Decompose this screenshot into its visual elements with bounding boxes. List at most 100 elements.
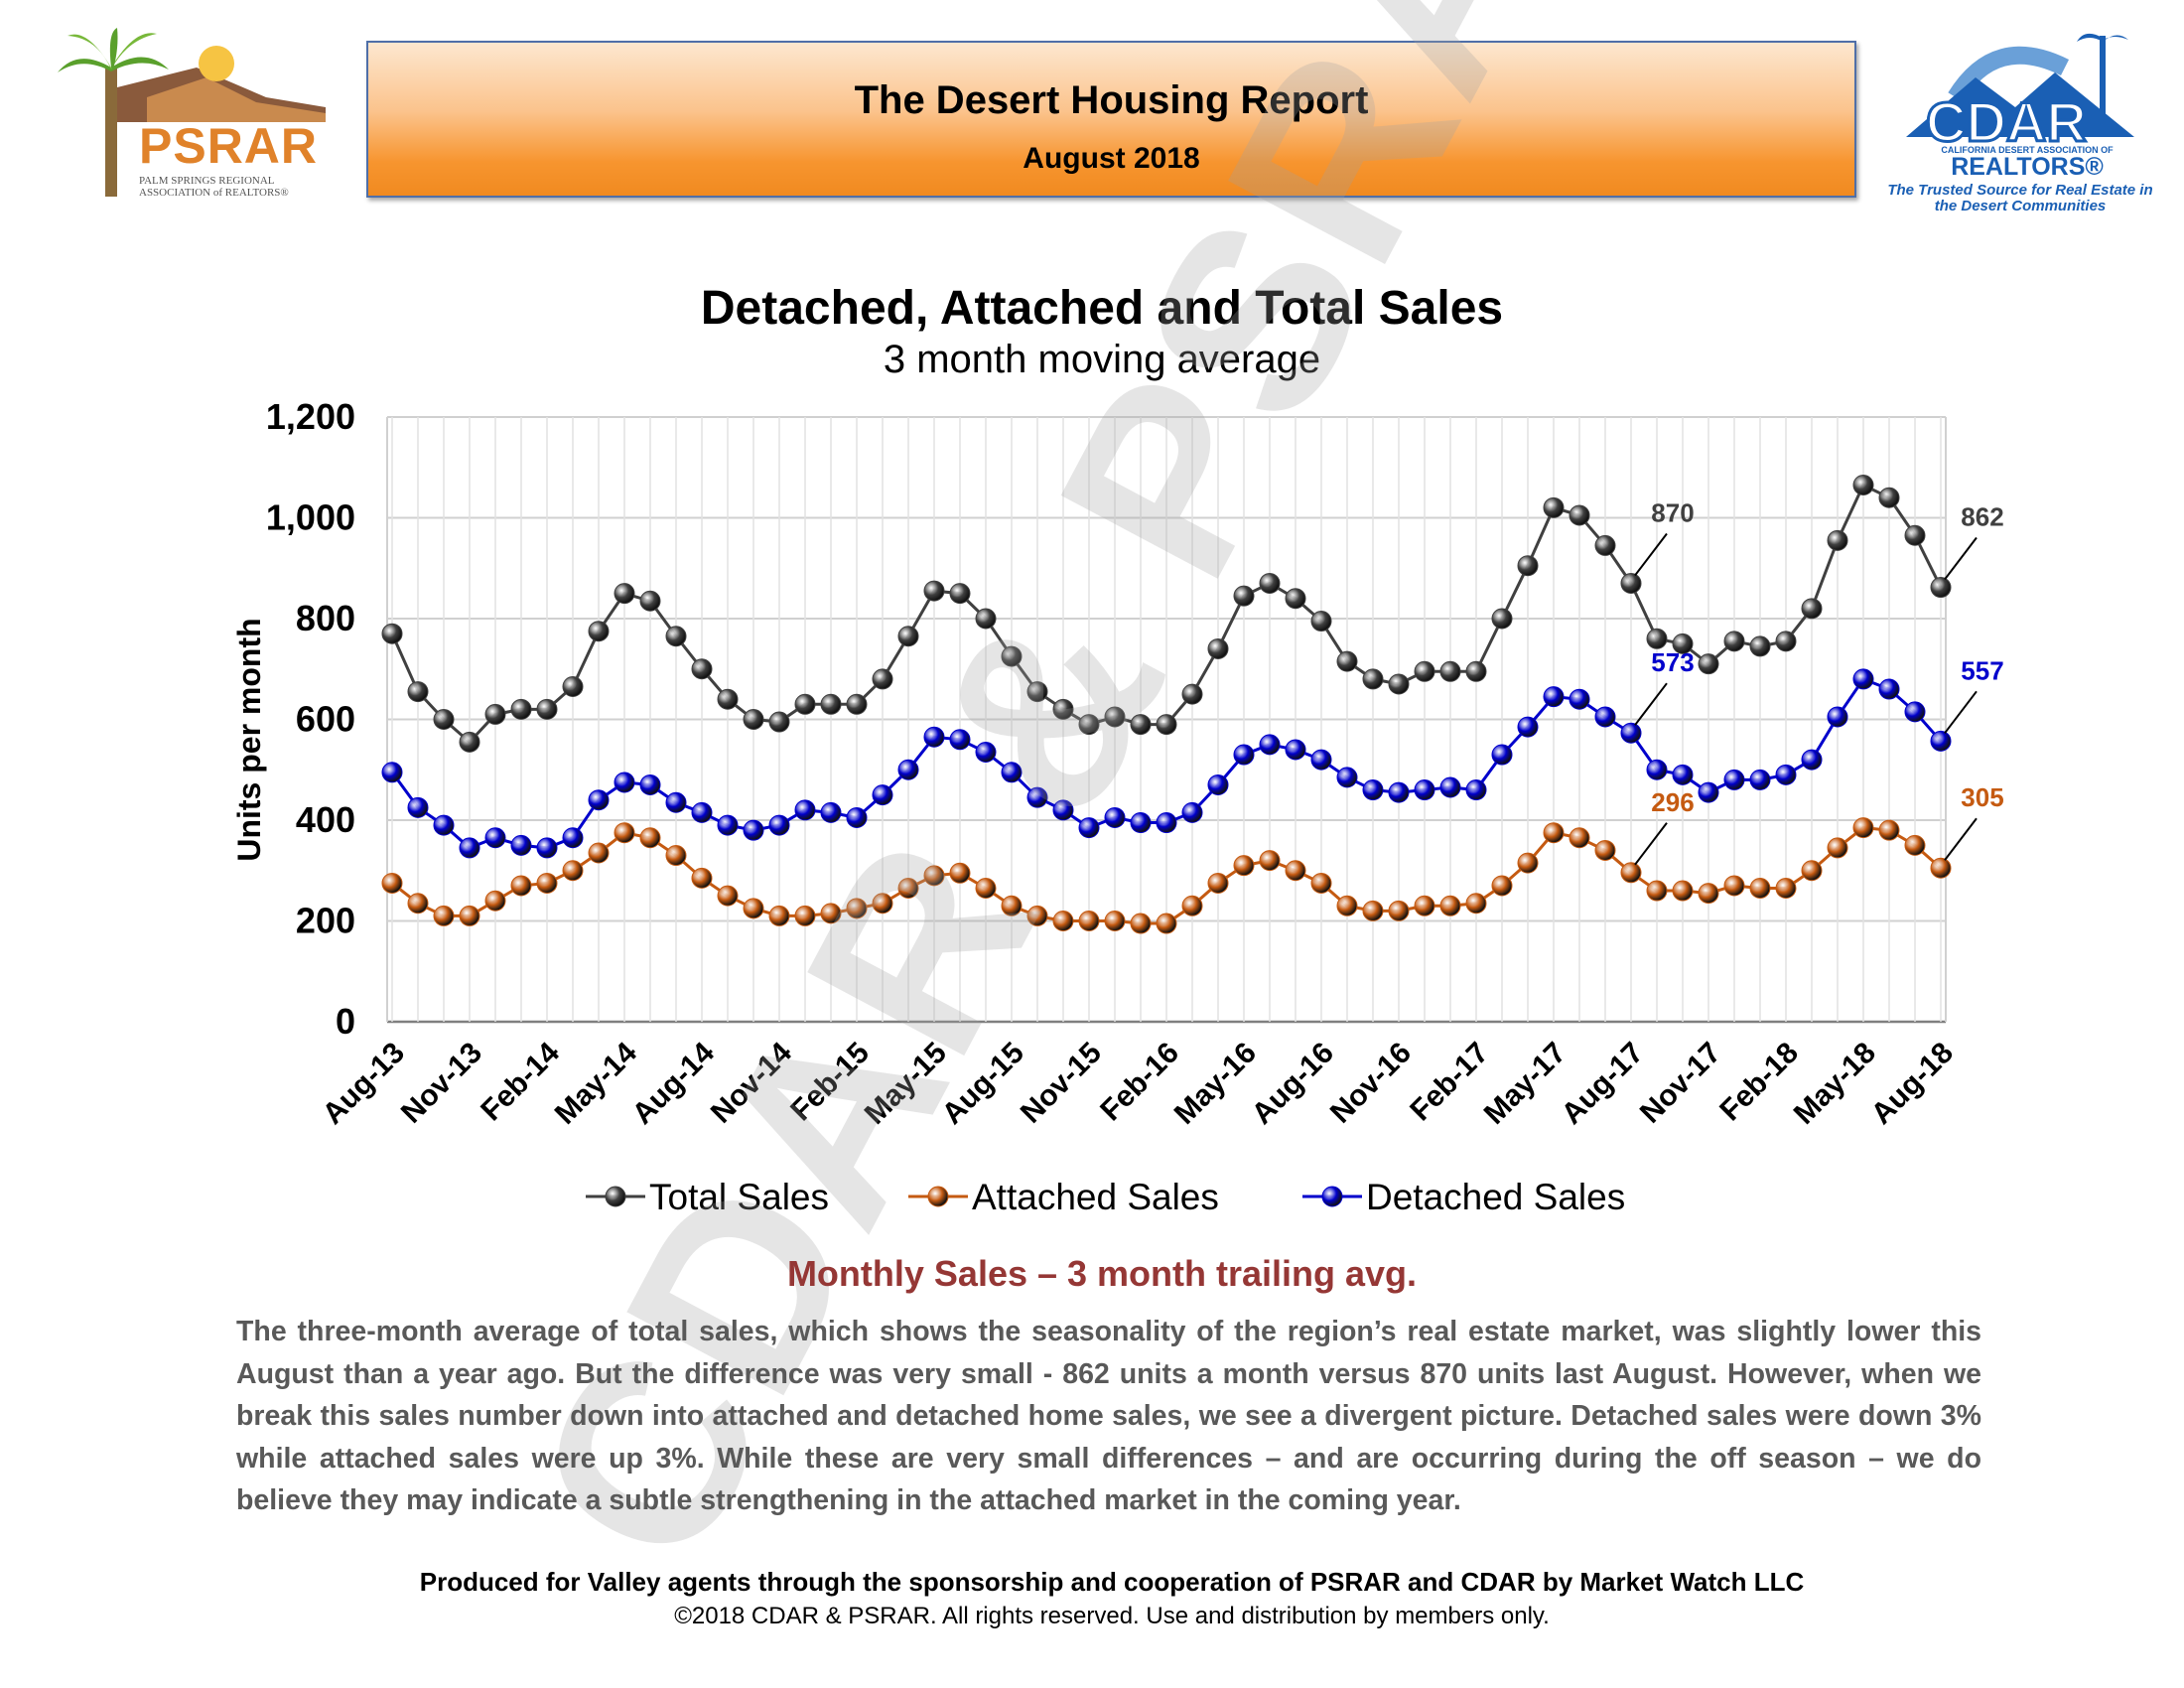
- data-point: [1775, 631, 1797, 652]
- data-point: [949, 729, 971, 751]
- data-point: [1310, 611, 1332, 633]
- data-point: [665, 626, 687, 647]
- data-point: [975, 608, 997, 630]
- data-point: [1259, 572, 1281, 594]
- data-point: [1491, 744, 1513, 766]
- data-point: [1414, 779, 1435, 801]
- data-point: [484, 703, 506, 725]
- data-point: [1052, 799, 1074, 821]
- data-point: [768, 905, 790, 926]
- data-point: [1156, 812, 1177, 834]
- data-point: [1904, 834, 1926, 856]
- data-point: [1001, 645, 1023, 667]
- x-tick-label: Feb-16: [1094, 1037, 1185, 1128]
- data-point: [846, 806, 868, 828]
- data-point: [407, 681, 429, 703]
- data-label: 557: [1961, 655, 2003, 685]
- data-point: [1104, 911, 1126, 931]
- data-point: [1827, 529, 1848, 551]
- data-point: [639, 774, 661, 795]
- data-point: [1439, 776, 1461, 798]
- data-point: [1439, 895, 1461, 916]
- data-point: [1749, 769, 1771, 790]
- annotation-leader: [1944, 690, 1978, 734]
- data-point: [1078, 911, 1100, 931]
- data-point: [381, 762, 403, 783]
- data-point: [1310, 872, 1332, 894]
- data-point: [1414, 895, 1435, 916]
- y-tick-label: 0: [336, 1001, 355, 1042]
- data-point: [1594, 839, 1616, 861]
- data-point: [1181, 801, 1203, 823]
- data-point: [1491, 875, 1513, 897]
- data-point: [1801, 749, 1823, 771]
- data-point: [1336, 650, 1358, 672]
- data-point: [562, 860, 584, 882]
- data-point: [1414, 660, 1435, 682]
- x-tick-label: Aug-13: [317, 1037, 411, 1131]
- data-point: [691, 867, 713, 889]
- data-point: [1852, 668, 1874, 690]
- data-point: [1749, 878, 1771, 900]
- data-point: [1594, 706, 1616, 728]
- data-point: [1852, 817, 1874, 839]
- data-point: [1181, 895, 1203, 916]
- data-point: [872, 784, 893, 806]
- data-point: [1672, 633, 1694, 654]
- data-annotations: 870 862 573 557 296 305: [1634, 497, 2004, 866]
- data-point: [872, 668, 893, 690]
- y-tick-label: 600: [296, 699, 355, 740]
- x-tick-label: May-18: [1788, 1037, 1882, 1131]
- data-point: [484, 890, 506, 912]
- data-point: [1336, 767, 1358, 788]
- data-point: [1569, 827, 1590, 849]
- report-title: The Desert Housing Report: [854, 78, 1369, 122]
- data-label: 870: [1651, 497, 1694, 527]
- legend-label: Detached Sales: [1366, 1177, 1625, 1217]
- data-point: [1156, 913, 1177, 934]
- data-point: [614, 822, 635, 844]
- data-point: [897, 878, 919, 900]
- data-point: [691, 658, 713, 680]
- data-point: [1233, 744, 1255, 766]
- data-point: [1723, 875, 1745, 897]
- data-point: [1181, 683, 1203, 705]
- x-tick-label: May-14: [549, 1036, 643, 1130]
- data-label: 305: [1961, 782, 2003, 812]
- data-point: [1491, 608, 1513, 630]
- x-tick-label: Feb-17: [1404, 1037, 1495, 1128]
- data-point: [562, 827, 584, 849]
- data-point: [1646, 628, 1668, 649]
- data-point: [1285, 588, 1306, 610]
- data-point: [510, 698, 532, 720]
- data-point: [1517, 555, 1539, 577]
- data-point: [1620, 572, 1642, 594]
- data-point: [1156, 714, 1177, 736]
- annotation-leader: [1634, 532, 1668, 577]
- y-tick-label: 200: [296, 901, 355, 941]
- data-point: [1130, 812, 1152, 834]
- y-tick-label: 400: [296, 799, 355, 840]
- y-tick-label: 1,000: [266, 497, 355, 538]
- data-point: [459, 837, 480, 859]
- footer-credit: Produced for Valley agents through the s…: [419, 1567, 1805, 1597]
- data-point: [588, 789, 610, 811]
- data-point: [1904, 701, 1926, 723]
- x-tick-label: May-17: [1478, 1037, 1572, 1131]
- data-point: [897, 626, 919, 647]
- data-point: [1517, 716, 1539, 738]
- data-point: [872, 893, 893, 914]
- psrar-tagline: PALM SPRINGS REGIONAL ASSOCIATION of REA…: [139, 175, 289, 199]
- data-point: [1336, 895, 1358, 916]
- data-point: [588, 621, 610, 642]
- chart-subtitle: 3 month moving average: [883, 338, 1321, 381]
- data-point: [768, 814, 790, 836]
- commentary-paragraph: The three-month average of total sales, …: [236, 1316, 1981, 1516]
- chart-grid: [386, 416, 1947, 1024]
- data-point: [1259, 734, 1281, 756]
- data-point: [1698, 653, 1719, 675]
- y-tick-label: 800: [296, 598, 355, 638]
- data-point: [536, 872, 558, 894]
- data-point: [1233, 855, 1255, 877]
- data-point: [1207, 872, 1229, 894]
